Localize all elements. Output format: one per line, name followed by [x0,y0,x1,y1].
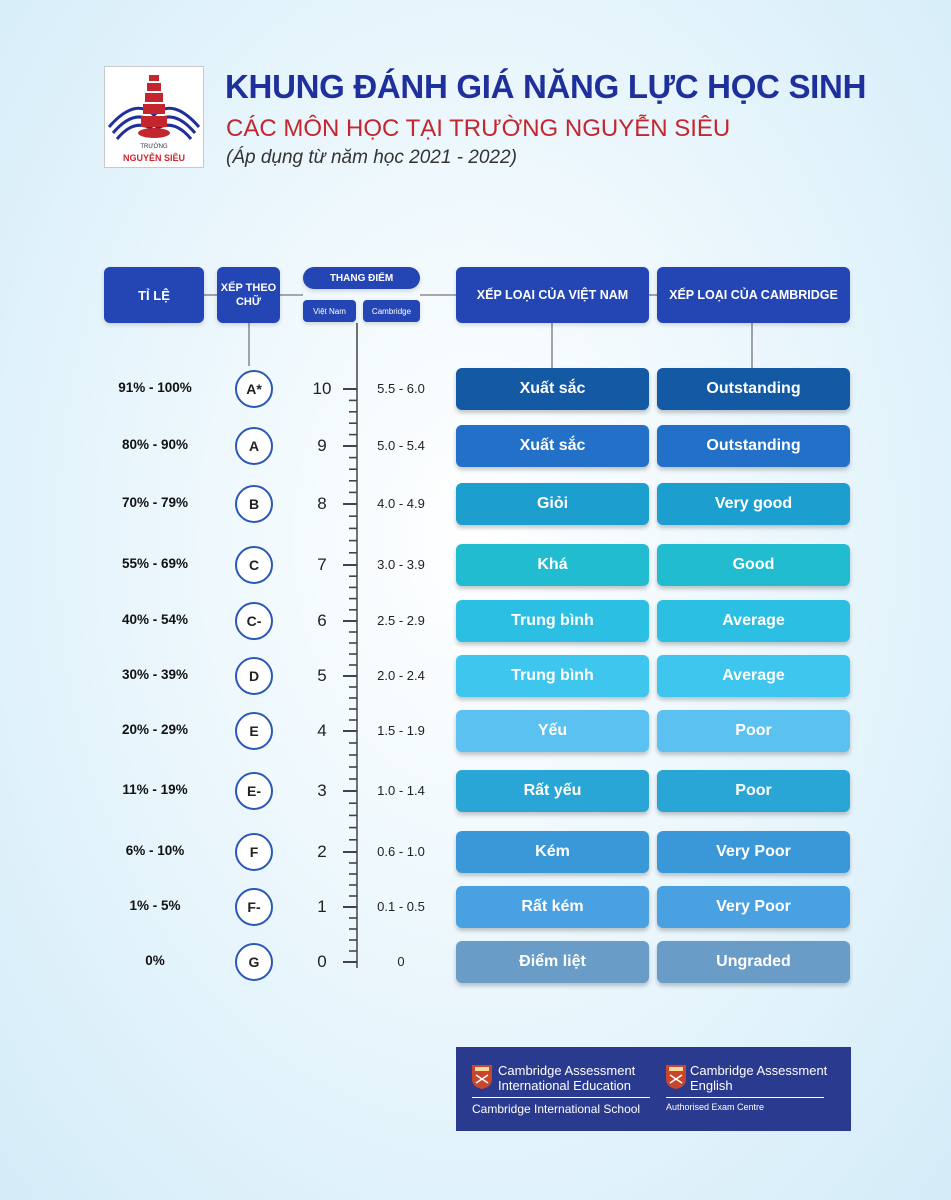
cambridge-score: 3.0 - 3.9 [377,557,425,572]
cambridge-score: 2.0 - 2.4 [377,668,425,683]
footer-right-line2: English [690,1078,733,1093]
cambridge-score: 0.6 - 1.0 [377,844,425,859]
letter-grade-circle: D [235,657,273,695]
cambridge-grade-box: Average [657,655,850,697]
letter-grade-circle: G [235,943,273,981]
cambridge-score: 5.5 - 6.0 [377,381,425,396]
vietnam-score: 1 [317,897,327,916]
vietnam-grade-box: Rất kém [456,886,649,928]
cambridge-grade-box: Average [657,600,850,642]
page-subtitle: CÁC MÔN HỌC TẠI TRƯỜNG NGUYỄN SIÊU [226,115,731,142]
column-header-scale-vietnam: Việt Nam [303,300,356,322]
vietnam-grade-box: Điểm liệt [456,941,649,983]
cambridge-shield-icon [666,1065,686,1089]
cambridge-grade-box: Poor [657,710,850,752]
cambridge-grade-box: Ungraded [657,941,850,983]
column-header-scale: THANG ĐIỂM [303,267,420,289]
ratio-value: 11% - 19% [122,782,188,797]
ruler-and-connectors [204,294,753,968]
footer-left-line2: International Education [498,1078,631,1093]
applied-year-note: (Áp dụng từ năm học 2021 - 2022) [226,147,517,168]
letter-grade-circle: A* [235,370,273,408]
vietnam-score: 4 [317,721,327,740]
footer-divider [666,1097,824,1098]
ratio-value: 20% - 29% [121,722,189,737]
cambridge-score: 1.0 - 1.4 [377,783,425,798]
ratio-value: 55% - 69% [121,556,189,571]
footer-left-line1: Cambridge Assessment [498,1063,636,1078]
ratio-value: 1% - 5% [129,898,181,913]
column-header-scale-cambridge: Cambridge [363,300,420,322]
vietnam-score: 9 [317,436,327,455]
cambridge-footer: Cambridge Assessment International Educa… [456,1047,851,1131]
vietnam-grade-box: Rất yếu [456,770,649,812]
column-header-cambridge-grade: XẾP LOẠI CỦA CAMBRIDGE [657,267,850,323]
cambridge-score: 4.0 - 4.9 [377,496,425,511]
column-header-vn-grade: XẾP LOẠI CỦA VIỆT NAM [456,267,649,323]
vietnam-grade-box: Giỏi [456,483,649,525]
vietnam-grade-box: Trung bình [456,600,649,642]
letter-grade-circle: F [235,833,273,871]
vietnam-score: 3 [317,781,327,800]
column-header-ratio: TỈ LỆ [104,267,204,323]
logo-small-text: TRƯỜNG [140,144,168,150]
vietnam-score: 8 [317,494,327,513]
cambridge-grade-box: Very Poor [657,886,850,928]
vietnam-grade-box: Yếu [456,710,649,752]
vietnam-grade-box: Xuất sắc [456,425,649,467]
cambridge-shield-icon [472,1065,492,1089]
vietnam-grade-box: Xuất sắc [456,368,649,410]
ratio-value: 40% - 54% [121,612,189,627]
cambridge-score: 0 [397,954,405,969]
score-ruler [343,323,358,968]
ratio-value: 80% - 90% [121,437,189,452]
cambridge-score: 0.1 - 0.5 [377,899,425,914]
footer-right-line1: Cambridge Assessment [690,1063,828,1078]
logo-school-name: NGUYỄN SIÊU [122,153,185,163]
page-title: KHUNG ĐÁNH GIÁ NĂNG LỰC HỌC SINH [225,68,867,105]
cambridge-grade-box: Outstanding [657,368,850,410]
letter-grade-circle: A [235,427,273,465]
vietnam-score: 0 [317,952,327,971]
letter-grade-circle: F- [235,888,273,926]
letter-grade-circle: C- [235,602,273,640]
cambridge-score: 5.0 - 5.4 [377,438,425,453]
cambridge-grade-box: Very Poor [657,831,850,873]
letter-grade-circle: E- [235,772,273,810]
vietnam-score: 2 [317,842,327,861]
vietnam-score: 5 [317,666,327,685]
footer-divider [472,1097,650,1098]
vietnam-score: 6 [317,611,327,630]
letter-grade-circle: E [235,712,273,750]
cambridge-score: 2.5 - 2.9 [377,613,425,628]
vietnam-grade-box: Khá [456,544,649,586]
ratio-value: 30% - 39% [121,667,189,682]
vietnam-score: 10 [312,379,332,398]
letter-grade-circle: B [235,485,273,523]
school-logo: TRƯỜNG NGUYỄN SIÊU [104,66,204,168]
vietnam-grade-box: Kém [456,831,649,873]
ratio-value: 91% - 100% [118,380,192,395]
column-header-letter: XẾP THEO CHỮ [217,267,280,323]
footer-right-line3: Authorised Exam Centre [666,1102,765,1112]
cambridge-grade-box: Very good [657,483,850,525]
footer-left-line3: Cambridge International School [472,1102,641,1116]
ratio-value: 70% - 79% [121,495,189,510]
pagoda-logo-icon [107,75,201,140]
cambridge-grade-box: Outstanding [657,425,850,467]
ratio-value: 6% - 10% [125,843,185,858]
vietnam-grade-box: Trung bình [456,655,649,697]
ratio-value: 0% [145,953,165,968]
vietnam-score: 7 [317,555,327,574]
letter-grade-circle: C [235,546,273,584]
cambridge-score: 1.5 - 1.9 [377,723,425,738]
cambridge-grade-box: Poor [657,770,850,812]
cambridge-grade-box: Good [657,544,850,586]
